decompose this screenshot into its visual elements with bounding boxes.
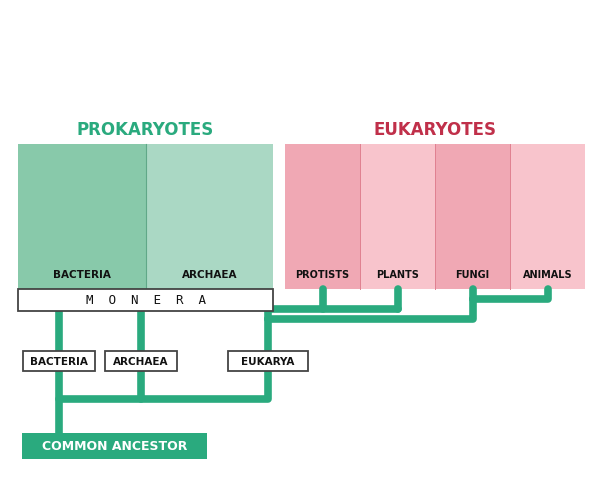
Bar [146,145,273,289]
Bar [435,145,510,289]
Bar [360,145,435,289]
Text: PROTISTS: PROTISTS [295,270,350,279]
Bar [105,351,177,371]
Text: EUKARYOTES: EUKARYOTES [374,121,497,139]
Text: PLANTS: PLANTS [376,270,419,279]
Bar [22,433,207,459]
Text: ARCHAEA: ARCHAEA [182,270,237,279]
Text: EUKARYA: EUKARYA [241,356,295,366]
Text: BACTERIA: BACTERIA [53,270,111,279]
Text: COMMON ANCESTOR: COMMON ANCESTOR [42,439,187,453]
Bar [23,351,95,371]
Bar [228,351,308,371]
Bar [285,145,360,289]
Bar [18,289,273,311]
Text: M  O  N  E  R  A: M O N E R A [86,294,206,307]
Text: BACTERIA: BACTERIA [30,356,88,366]
Text: PROKARYOTES: PROKARYOTES [77,121,214,139]
Bar [18,145,146,289]
Text: ANIMALS: ANIMALS [523,270,572,279]
Bar [510,145,585,289]
Text: FUNGI: FUNGI [455,270,490,279]
Text: ARCHAEA: ARCHAEA [113,356,169,366]
